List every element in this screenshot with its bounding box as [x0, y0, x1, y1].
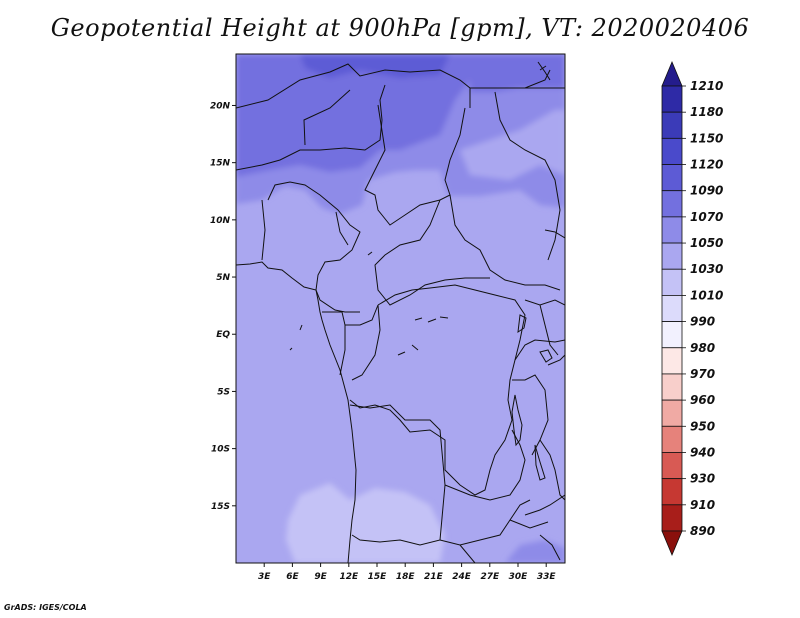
lat-tick-label: 5S: [217, 387, 230, 397]
lat-tick-label: 10S: [211, 445, 230, 455]
colorbar-bin: [661, 425, 683, 453]
colorbar-label: 950: [690, 419, 715, 433]
colorbar-bin: [661, 164, 683, 192]
colorbar-bin: [661, 373, 683, 401]
field-1030-1050-ne: [460, 110, 565, 180]
lat-tick-label: 15S: [211, 502, 230, 512]
lat-tick-label: 5N: [216, 273, 230, 283]
lon-tick-label: 6E: [286, 572, 299, 582]
colorbar-bin: [661, 137, 683, 165]
colorbar-label: 890: [690, 524, 715, 538]
colorbar-label: 1050: [690, 236, 723, 250]
colorbar-label: 990: [690, 315, 715, 329]
lon-tick-label: 27E: [480, 572, 500, 582]
country-borders: [236, 61, 565, 563]
field-1070-1090-west: [236, 54, 470, 178]
lat-tick-label: 15N: [210, 159, 231, 169]
colorbar-label: 1090: [690, 184, 723, 198]
latitude-axis: 20N 15N 10N 5N EQ 5S 10S 15S: [210, 101, 236, 512]
colorbar-bin: [661, 111, 683, 139]
field-1010-1030-sw: [286, 483, 445, 563]
lat-tick-label: 10N: [210, 216, 231, 226]
colorbar-label: 970: [690, 367, 715, 381]
colorbar-label: 940: [690, 445, 715, 459]
longitude-axis: 3E 6E 9E 12E 15E 18E 21E 24E 27E 30E 33E: [258, 563, 556, 582]
colorbar: 1210 1180 1150 1120 1090 1070 1050 1030 1010 990 9…: [661, 60, 723, 557]
colorbar-top-arrow: [661, 60, 683, 87]
colorbar-bin: [661, 321, 683, 349]
map-frame: [235, 53, 566, 564]
colorbar-bottom-arrow: [661, 530, 683, 557]
footer-credit: GrADS: IGES/COLA: [4, 603, 87, 612]
colorbar-label: 1010: [690, 288, 723, 302]
colorbar-bin: [661, 295, 683, 322]
colorbar-label: 1180: [690, 105, 723, 119]
colorbar-label: 1210: [690, 79, 723, 93]
colorbar-bin: [661, 85, 683, 113]
map-title: Geopotential Height at 900hPa [gpm], VT:…: [50, 14, 750, 42]
colorbar-label: 960: [690, 393, 715, 407]
lat-tick-label: EQ: [216, 330, 230, 340]
colorbar-bin: [661, 190, 683, 218]
lat-tick-label: 20N: [210, 101, 231, 111]
colorbar-label: 980: [690, 341, 715, 355]
field-1050-1070-se: [505, 540, 565, 563]
lon-tick-label: 18E: [396, 572, 416, 582]
colorbar-bin: [661, 268, 683, 296]
colorbar-label: 1150: [690, 131, 723, 145]
colorbar-label: 930: [690, 472, 715, 486]
lon-tick-label: 21E: [424, 572, 444, 582]
colorbar-bin: [661, 452, 683, 480]
lon-tick-label: 12E: [339, 572, 359, 582]
colorbar-label: 1030: [690, 262, 723, 276]
lon-tick-label: 9E: [314, 572, 327, 582]
colorbar-label: 910: [690, 498, 715, 512]
lon-tick-label: 33E: [537, 572, 557, 582]
lon-tick-label: 15E: [368, 572, 388, 582]
colorbar-bin: [661, 216, 683, 244]
map-field: [236, 54, 565, 563]
colorbar-bin: [661, 399, 683, 427]
colorbar-label: 1070: [690, 210, 723, 224]
colorbar-bin: [661, 478, 683, 506]
colorbar-bin: [661, 242, 683, 270]
colorbar-label: 1120: [690, 158, 723, 172]
colorbar-bin: [661, 504, 683, 532]
lon-tick-label: 3E: [258, 572, 271, 582]
lon-tick-label: 24E: [452, 572, 472, 582]
lon-tick-label: 30E: [509, 572, 529, 582]
colorbar-bin: [661, 347, 683, 375]
field-1070-1090-east: [470, 54, 565, 92]
